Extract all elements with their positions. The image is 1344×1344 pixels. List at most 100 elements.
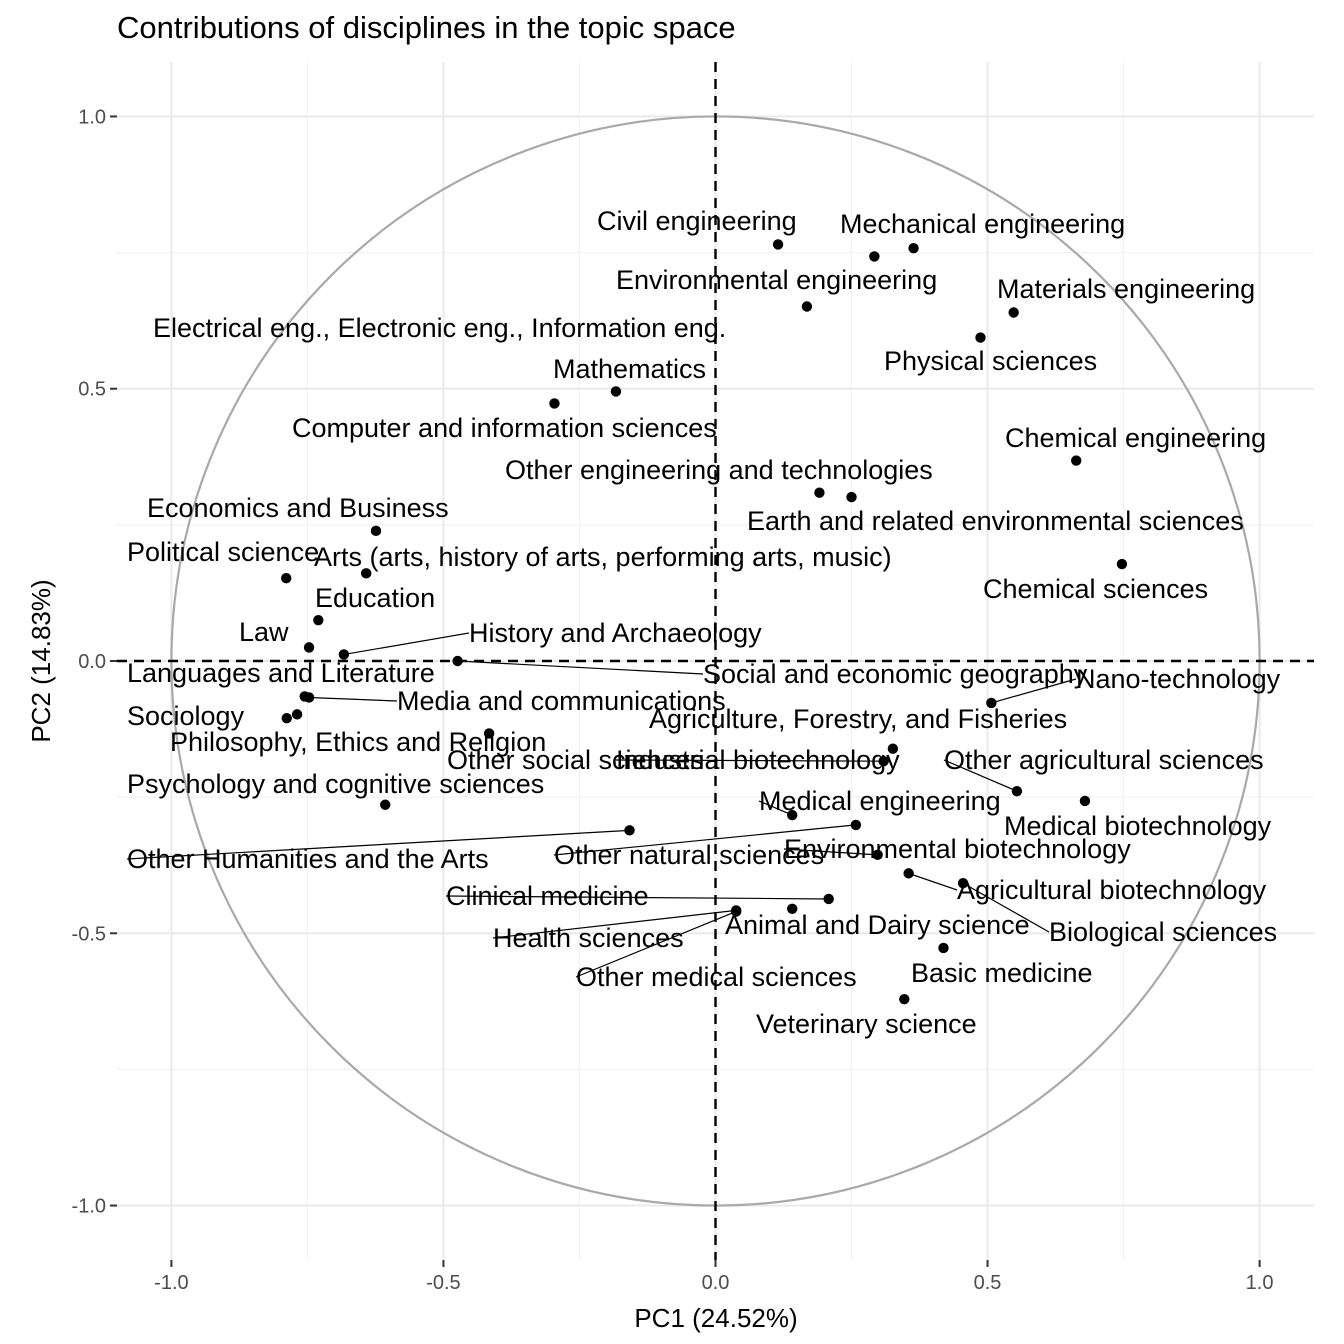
y-tick-label: 0.0: [78, 651, 106, 673]
y-tick-label: 0.5: [78, 379, 106, 401]
y-axis-title: PC2 (14.83%): [26, 579, 56, 742]
point-physical-sciences-label: Physical sciences: [884, 346, 1097, 376]
x-tick-label: 0.0: [702, 1272, 730, 1294]
point-other-agricultural-sciences-label: Other agricultural sciences: [944, 745, 1264, 775]
point-law-label: Law: [239, 617, 289, 647]
point-other-natural-sciences: [850, 819, 862, 831]
point-environmental-engineering: [869, 251, 880, 262]
point-other-humanities-and-the-arts-label: Other Humanities and the Arts: [127, 844, 489, 874]
point-mathematics-label: Mathematics: [553, 354, 706, 384]
point-media-and-communications: [303, 692, 315, 703]
point-psychology-and-cognitive-sciences-label: Psychology and cognitive sciences: [127, 769, 544, 799]
point-social-and-economic-geography-leader: [457, 660, 704, 675]
point-electrical-eng-electronic-eng-information-eng: [801, 301, 813, 312]
x-axis: -1.0 -0.5 0.0 0.5 1.0: [154, 1260, 1273, 1294]
point-political-science-label: Political science: [127, 537, 319, 567]
point-agricultural-biotechnology: [903, 868, 914, 879]
point-sociology: [281, 712, 292, 724]
point-industrial-biotechnology-leader: [615, 759, 884, 762]
point-physical-sciences: [975, 332, 986, 343]
point-history-and-archaeology-leader: [343, 632, 470, 656]
point-philosophy-ethics-and-religion: [291, 709, 303, 720]
y-tick-label: 1.0: [78, 106, 106, 128]
point-computer-and-information-sciences-label: Computer and information sciences: [292, 413, 717, 443]
point-social-and-economic-geography-label: Social and economic geography: [703, 659, 1088, 689]
point-other-medical-sciences: [730, 906, 742, 917]
x-axis-title: PC1 (24.52%): [634, 1303, 797, 1333]
point-other-natural-sciences-leader: [553, 824, 856, 856]
point-education-label: Education: [315, 583, 435, 613]
point-chemical-sciences: [1116, 558, 1128, 570]
x-tick-label: -0.5: [426, 1272, 460, 1294]
point-other-social-sciences: [483, 728, 495, 739]
point-civil-engineering: [772, 239, 784, 250]
point-clinical-medicine-label: Clinical medicine: [446, 881, 649, 911]
point-arts-arts-history-of-arts-performing-arts-music-label: Arts (arts, history of arts, performing …: [314, 542, 892, 572]
point-other-medical-sciences-leader: [575, 910, 737, 978]
x-tick-label: 1.0: [1246, 1272, 1274, 1294]
point-animal-and-dairy-science: [787, 903, 798, 914]
point-materials-engineering: [1008, 307, 1019, 318]
point-clinical-medicine-leader: [445, 895, 829, 900]
point-veterinary-science: [899, 993, 910, 1005]
point-medical-biotechnology-label: Medical biotechnology: [1004, 811, 1272, 841]
y-axis: -1.0 -0.5 0.0 0.5 1.0: [72, 106, 117, 1218]
point-arts-arts-history-of-arts-performing-arts-music: [360, 568, 372, 579]
point-medical-engineering-label: Medical engineering: [759, 786, 1001, 816]
leader-lines: [126, 632, 1077, 978]
point-nano-technology-leader: [991, 678, 1077, 704]
point-basic-medicine: [938, 942, 949, 954]
x-tick-label: -1.0: [154, 1272, 188, 1294]
y-tick-label: -0.5: [72, 923, 106, 945]
point-other-engineering-and-technologies: [814, 487, 825, 498]
point-veterinary-science-label: Veterinary science: [756, 1009, 977, 1039]
point-other-medical-sciences-label: Other medical sciences: [576, 962, 857, 992]
point-civil-engineering-label: Civil engineering: [597, 206, 797, 236]
point-other-humanities-and-the-arts: [624, 825, 635, 836]
point-biological-sciences: [957, 877, 969, 889]
point-chemical-sciences-label: Chemical sciences: [983, 574, 1208, 604]
point-computer-and-information-sciences: [549, 398, 560, 409]
point-medical-engineering-leader: [758, 800, 793, 816]
point-basic-medicine-label: Basic medicine: [911, 958, 1093, 988]
point-other-agricultural-sciences-leader: [943, 759, 1018, 792]
point-health-sciences-leader: [492, 909, 737, 939]
point-agricultural-biotechnology-leader: [908, 872, 958, 891]
point-environmental-engineering-label: Environmental engineering: [616, 265, 937, 295]
point-philosophy-ethics-and-religion-label: Philosophy, Ethics and Religion: [170, 727, 546, 757]
point-history-and-archaeology: [338, 649, 350, 660]
point-economics-and-business-label: Economics and Business: [147, 493, 449, 523]
x-tick-label: 0.5: [974, 1272, 1002, 1294]
point-environmental-biotechnology-label: Environmental biotechnology: [784, 834, 1131, 864]
point-clinical-medicine: [823, 893, 834, 905]
point-other-natural-sciences-label: Other natural sciences: [554, 840, 824, 870]
point-medical-engineering: [787, 809, 798, 821]
point-chemical-engineering: [1071, 455, 1082, 466]
chart-title: Contributions of disciplines in the topi…: [117, 10, 736, 45]
reference-lines: [117, 62, 1314, 1260]
point-animal-and-dairy-science-label: Animal and Dairy science: [725, 910, 1030, 940]
point-law: [303, 642, 315, 653]
point-other-social-sciences-label: Other social sciences: [447, 745, 704, 775]
y-tick-label: -1.0: [72, 1196, 106, 1218]
point-agricultural-biotechnology-label: Agricultural biotechnology: [957, 875, 1267, 905]
point-agriculture-forestry-and-fisheries-label: Agriculture, Forestry, and Fisheries: [649, 704, 1067, 734]
point-media-and-communications-leader: [309, 696, 398, 702]
point-other-agricultural-sciences: [1011, 785, 1023, 797]
point-political-science: [281, 573, 292, 584]
point-mathematics: [610, 386, 622, 397]
point-labels: Civil engineering Mechanical engineering E…: [127, 206, 1281, 1039]
point-industrial-biotechnology-label: Industrial biotechnology: [616, 745, 900, 775]
point-materials-engineering-label: Materials engineering: [997, 274, 1255, 304]
point-earth-and-related-environmental-sciences: [846, 491, 857, 503]
point-history-and-archaeology-label: History and Archaeology: [469, 618, 762, 648]
point-other-humanities-and-the-arts-leader: [126, 829, 630, 860]
point-agriculture-forestry-and-fisheries: [887, 743, 899, 754]
point-nano-technology-label: Nano-technology: [1076, 664, 1281, 694]
point-languages-and-literature-label: Languages and Literature: [127, 658, 435, 688]
point-mechanical-engineering: [908, 243, 919, 254]
point-other-engineering-and-technologies-label: Other engineering and technologies: [505, 455, 933, 485]
point-social-and-economic-geography: [452, 655, 463, 667]
point-electrical-eng-electronic-eng-information-eng-label: Electrical eng., Electronic eng., Inform…: [153, 313, 726, 343]
